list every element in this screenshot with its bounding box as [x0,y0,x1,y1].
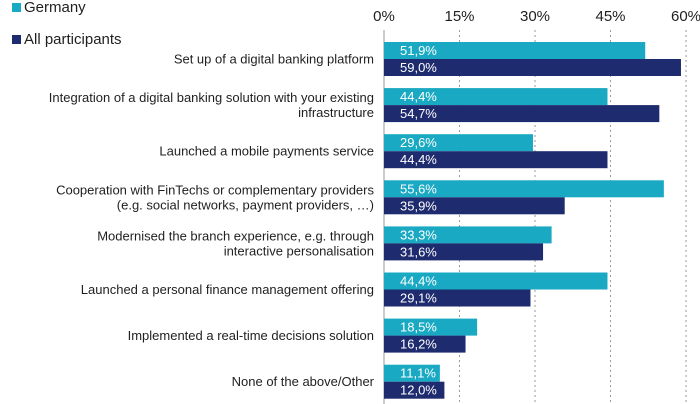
data-label: 16,2% [400,337,437,352]
bar [384,180,664,198]
bar [384,226,552,244]
x-axis-ticks: 0% 15% 30% 45% 60% [373,8,700,25]
category-label: (e.g. social networks, payment providers… [117,197,374,212]
data-label: 11,1% [400,366,436,381]
legend-label: All participants [24,31,122,48]
x-tick-label: 15% [444,8,474,25]
data-label: 44,4% [400,152,437,167]
data-labels: 51,9% 59,0% 44,4% 54,7% 29,6% 44,4% 55,6% 35,9%… [400,43,437,398]
x-tick-label: 45% [595,8,625,25]
data-label: 33,3% [400,227,437,242]
bar [384,59,681,76]
bar [384,318,478,336]
bar [384,105,660,123]
x-tick-label: 60% [671,8,700,25]
bar [384,197,565,215]
bar [384,335,466,353]
category-labels: Set up of a digital banking platform Inte… [49,52,375,390]
legend-swatch [12,35,21,44]
category-label: Modernised the branch experience, e.g. t… [97,228,374,243]
data-label: 55,6% [400,181,437,196]
data-label: 29,1% [400,291,437,306]
data-label: 44,4% [400,274,437,289]
category-label: None of the above/Other [232,374,375,389]
bar [384,289,531,307]
data-label: 12,0% [400,383,437,398]
bar [384,134,533,152]
bar [384,42,646,59]
bar [384,272,608,290]
data-label: 35,9% [400,198,437,213]
bars [384,42,681,399]
bar [384,151,608,169]
category-label: Launched a mobile payments service [159,144,374,159]
data-label: 29,6% [400,135,437,150]
category-label: Set up of a digital banking platform [174,52,374,67]
category-label: Launched a personal finance management o… [81,282,374,297]
data-label: 18,5% [400,320,437,335]
legend-label: Germany [24,0,86,16]
data-label: 59,0% [400,60,437,75]
x-tick-label: 30% [520,8,550,25]
data-label: 44,4% [400,89,437,104]
data-label: 31,6% [400,244,437,259]
legend: Germany All participants [12,0,122,48]
category-label: Cooperation with FinTechs or complementa… [56,182,374,197]
category-label: infrastructure [298,105,374,120]
data-label: 51,9% [400,43,437,58]
bar [384,243,544,261]
data-label: 54,7% [400,106,437,121]
category-label: Implemented a real-time decisions soluti… [128,328,374,343]
bar [384,364,440,382]
bar [384,88,608,106]
x-tick-label: 0% [373,8,395,25]
legend-swatch [12,3,21,12]
category-label: interactive personalisation [224,243,374,258]
category-label: Integration of a digital banking solutio… [49,90,374,105]
bar [384,381,445,399]
